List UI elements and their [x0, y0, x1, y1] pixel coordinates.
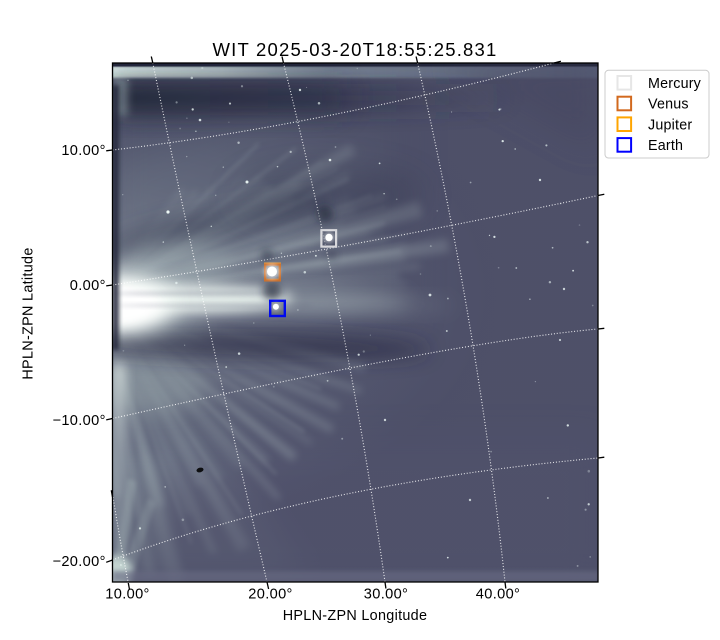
svg-text:Venus: Venus	[648, 97, 689, 113]
svg-text:−10.00°: −10.00°	[52, 413, 105, 429]
svg-text:20.00°: 20.00°	[248, 587, 292, 603]
svg-text:30.00°: 30.00°	[364, 587, 408, 603]
svg-text:0.00°: 0.00°	[70, 278, 106, 294]
svg-text:10.00°: 10.00°	[61, 143, 105, 159]
svg-text:WIT 2025-03-20T18:55:25.831: WIT 2025-03-20T18:55:25.831	[212, 39, 497, 60]
svg-text:40.00°: 40.00°	[476, 587, 520, 603]
svg-text:Mercury: Mercury	[648, 76, 702, 92]
svg-text:Jupiter: Jupiter	[648, 117, 692, 133]
svg-text:−20.00°: −20.00°	[52, 554, 105, 570]
svg-text:Earth: Earth	[648, 138, 683, 154]
svg-text:10.00°: 10.00°	[105, 587, 149, 603]
svg-text:HPLN-ZPN Longitude: HPLN-ZPN Longitude	[283, 608, 428, 624]
svg-text:HPLN-ZPN Latitude: HPLN-ZPN Latitude	[21, 247, 37, 379]
